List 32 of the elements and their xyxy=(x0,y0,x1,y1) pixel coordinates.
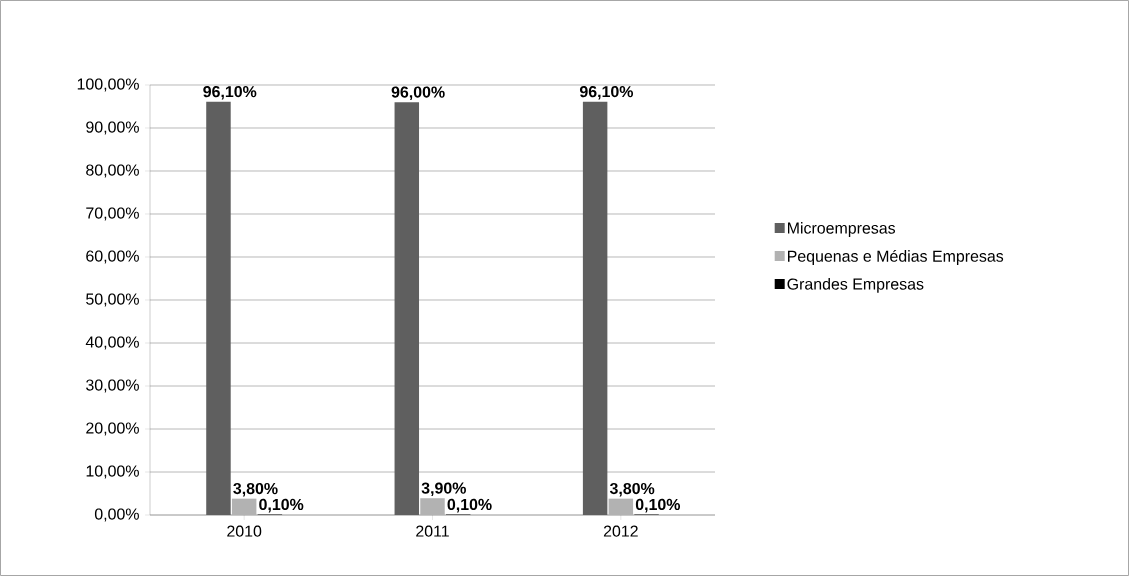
y-tick-label: 50,00% xyxy=(86,293,139,307)
bar xyxy=(231,498,257,515)
bar xyxy=(206,101,231,515)
legend-label: Microempresas xyxy=(788,222,896,237)
legend-label: Grandes Empresas xyxy=(787,278,924,293)
data-label: 3,80% xyxy=(609,482,655,497)
bar xyxy=(608,498,634,515)
y-tick-label: 30,00% xyxy=(86,379,139,393)
x-tick-label: 2011 xyxy=(416,525,449,537)
data-label: 96,10% xyxy=(579,85,634,100)
legend-label: Pequenas e Médias Empresas xyxy=(788,249,1004,265)
x-tick-label: 2012 xyxy=(603,525,638,537)
y-tick-label: 60,00% xyxy=(86,250,139,264)
y-tick-label: 20,00% xyxy=(86,422,139,436)
y-tick-label: 100,00% xyxy=(77,78,139,92)
data-label: 0,10% xyxy=(447,498,492,513)
y-tick-label: 80,00% xyxy=(86,164,139,178)
bar xyxy=(582,101,608,515)
data-label: 3,90% xyxy=(421,482,466,497)
bar xyxy=(420,498,445,515)
y-tick-label: 0,00% xyxy=(94,508,139,522)
y-tick-label: 90,00% xyxy=(86,121,139,135)
data-label: 3,80% xyxy=(233,482,278,497)
data-label: 0,10% xyxy=(635,498,681,513)
data-label: 96,10% xyxy=(203,85,257,100)
bar xyxy=(394,102,420,515)
y-tick-label: 70,00% xyxy=(86,207,139,221)
data-label: 96,00% xyxy=(391,86,445,100)
x-tick-label: 2010 xyxy=(227,525,262,537)
y-tick-label: 10,00% xyxy=(86,465,139,479)
data-label: 0,10% xyxy=(259,498,304,513)
y-tick-label: 40,00% xyxy=(85,336,139,350)
